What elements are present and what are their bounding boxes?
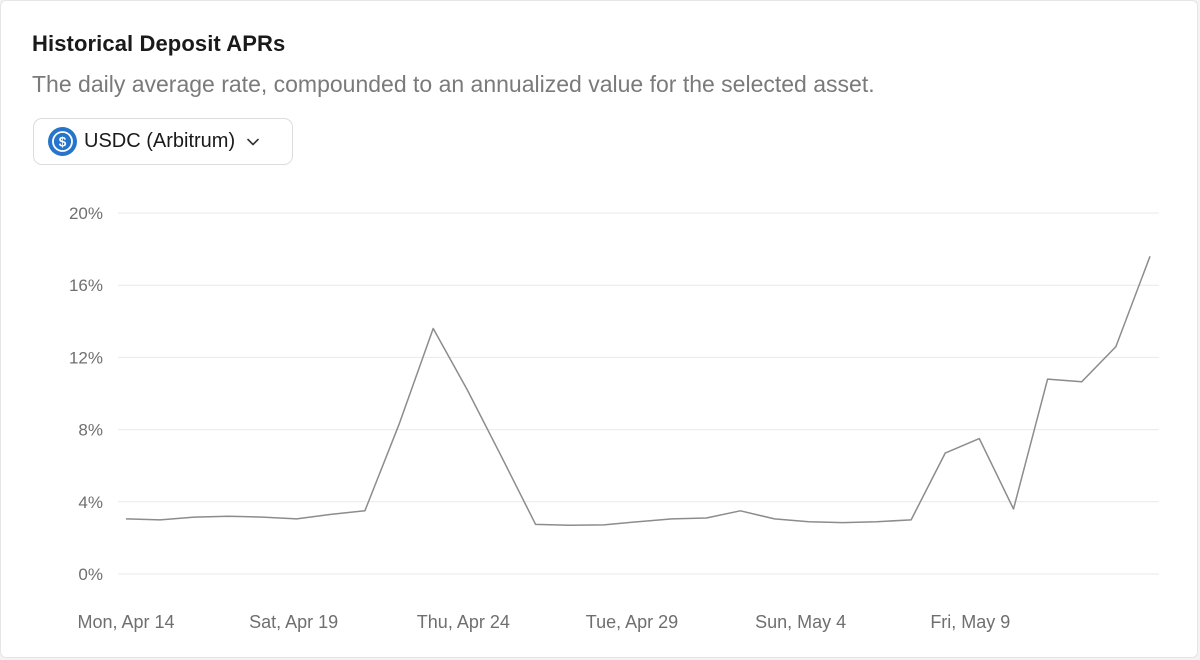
x-tick-label: Sun, May 4 <box>755 612 846 632</box>
x-tick-label: Mon, Apr 14 <box>77 612 174 632</box>
x-tick-label: Sat, Apr 19 <box>249 612 338 632</box>
y-tick-label: 20% <box>69 204 103 223</box>
y-tick-label: 8% <box>78 421 103 440</box>
usdc-coin-icon: $ <box>48 127 77 156</box>
x-tick-label: Tue, Apr 29 <box>586 612 678 632</box>
grid-lines <box>118 212 1159 575</box>
y-tick-label: 12% <box>69 348 103 367</box>
series-line <box>125 256 1151 527</box>
asset-selector-dropdown[interactable]: $ USDC (Arbitrum) <box>33 118 293 165</box>
chevron-down-icon <box>246 135 260 149</box>
svg-text:$: $ <box>59 134 67 149</box>
chart-subtitle: The daily average rate, compounded to an… <box>32 71 875 97</box>
x-tick-label: Thu, Apr 24 <box>417 612 510 632</box>
chart-title: Historical Deposit APRs <box>32 31 286 56</box>
x-axis-ticks: Mon, Apr 14 Sat, Apr 19 Thu, Apr 24 Tue, Ap… <box>77 612 1010 632</box>
y-axis-ticks: 0% 4% 8% 12% 16% 20% <box>69 204 103 584</box>
asset-selector-label: USDC (Arbitrum) <box>84 130 236 152</box>
y-tick-label: 0% <box>78 565 103 584</box>
y-tick-label: 4% <box>78 493 103 512</box>
x-tick-label: Fri, May 9 <box>930 612 1010 632</box>
y-tick-label: 16% <box>69 276 103 295</box>
series-layer <box>125 256 1151 527</box>
